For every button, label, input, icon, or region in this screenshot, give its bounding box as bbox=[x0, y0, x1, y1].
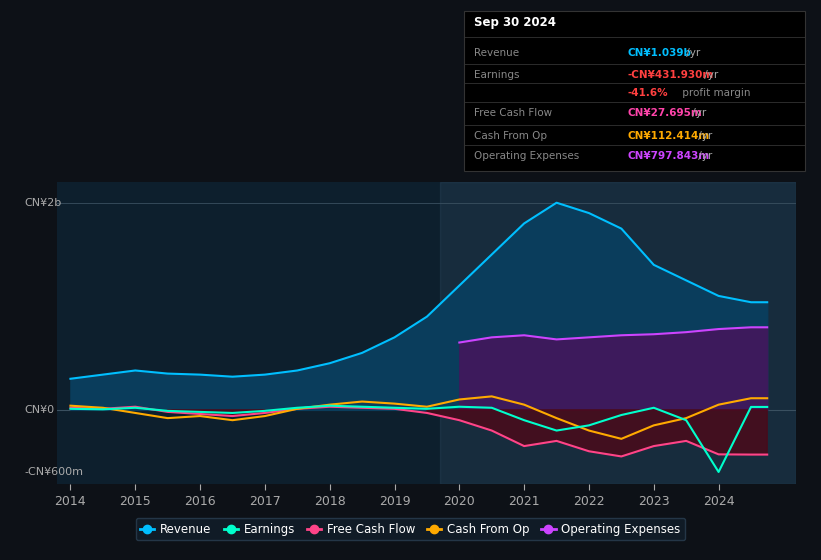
Text: CN¥0: CN¥0 bbox=[25, 405, 54, 415]
Text: /yr: /yr bbox=[695, 151, 712, 161]
Text: /yr: /yr bbox=[701, 70, 718, 80]
Text: CN¥2b: CN¥2b bbox=[25, 198, 62, 208]
Text: Cash From Op: Cash From Op bbox=[474, 130, 547, 141]
Text: Operating Expenses: Operating Expenses bbox=[474, 151, 580, 161]
Text: CN¥112.414m: CN¥112.414m bbox=[627, 130, 709, 141]
Text: /yr: /yr bbox=[682, 48, 699, 58]
Text: Earnings: Earnings bbox=[474, 70, 520, 80]
Text: CN¥797.843m: CN¥797.843m bbox=[627, 151, 709, 161]
Legend: Revenue, Earnings, Free Cash Flow, Cash From Op, Operating Expenses: Revenue, Earnings, Free Cash Flow, Cash … bbox=[135, 518, 686, 540]
Text: -CN¥600m: -CN¥600m bbox=[25, 467, 83, 477]
Text: /yr: /yr bbox=[695, 130, 712, 141]
Text: Free Cash Flow: Free Cash Flow bbox=[474, 108, 553, 118]
Text: Revenue: Revenue bbox=[474, 48, 519, 58]
Text: /yr: /yr bbox=[689, 108, 706, 118]
Text: profit margin: profit margin bbox=[678, 87, 750, 97]
Bar bbox=[440, 182, 796, 484]
Text: CN¥1.039b: CN¥1.039b bbox=[627, 48, 691, 58]
Text: CN¥27.695m: CN¥27.695m bbox=[627, 108, 702, 118]
Text: -41.6%: -41.6% bbox=[627, 87, 668, 97]
Text: -CN¥431.930m: -CN¥431.930m bbox=[627, 70, 713, 80]
Text: Sep 30 2024: Sep 30 2024 bbox=[474, 16, 556, 29]
